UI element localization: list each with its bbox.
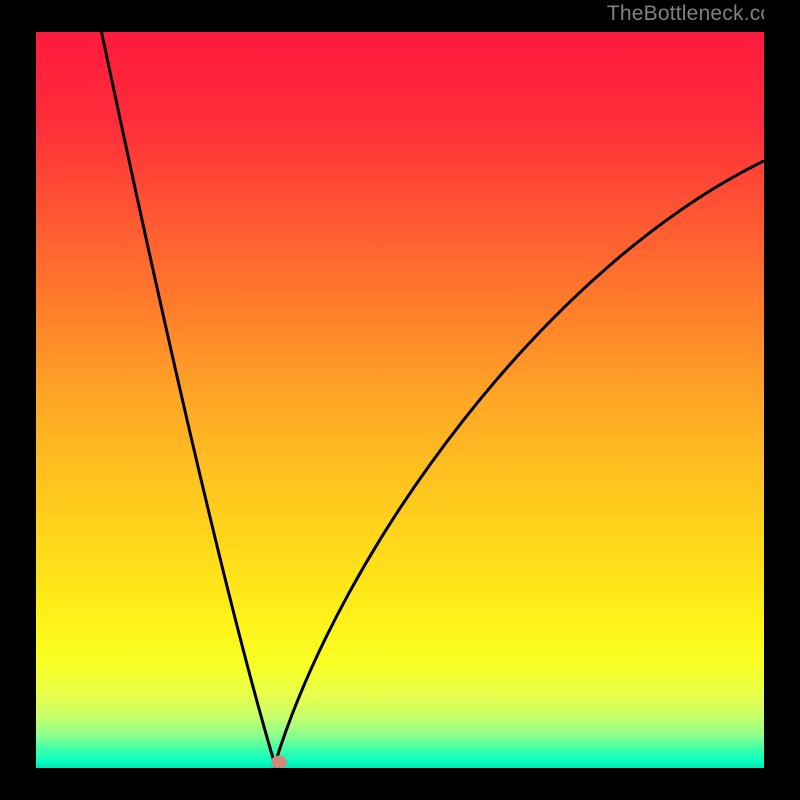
frame-border-right [764,0,800,800]
bottleneck-curve [36,32,764,768]
frame-border-bottom [0,768,800,800]
attribution-text: TheBottleneck.com [607,2,790,26]
frame-border-left [0,0,36,800]
plot-area [36,32,764,768]
optimal-point-marker [271,756,287,768]
chart-canvas: TheBottleneck.com [0,0,800,800]
frame-border-top: TheBottleneck.com [0,0,800,32]
